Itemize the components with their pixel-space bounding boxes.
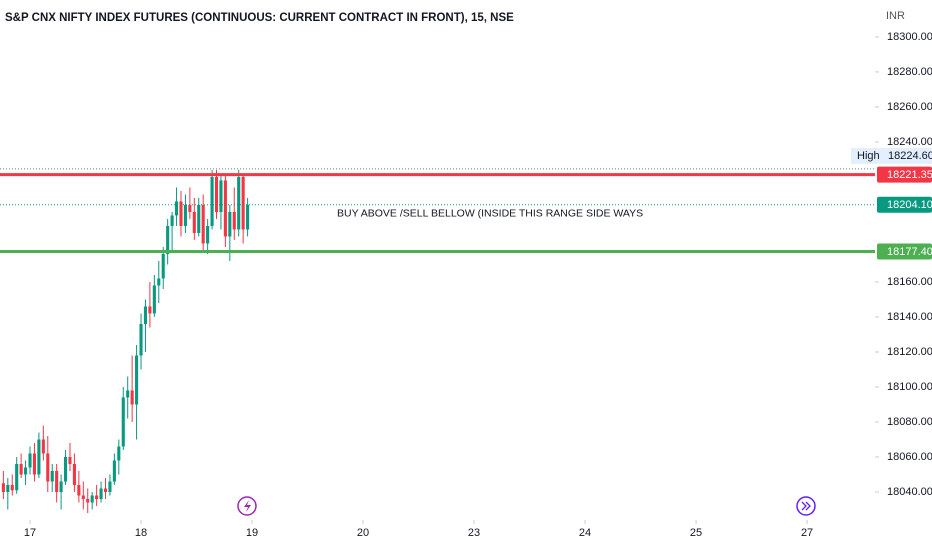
- candle-body: [232, 211, 236, 230]
- candle-body: [241, 176, 245, 230]
- candle-body: [15, 463, 19, 491]
- y-tick-label: 18140.00: [887, 311, 932, 323]
- candle-body: [170, 215, 174, 226]
- candle-body: [130, 390, 134, 405]
- price-label: 18204.10: [887, 199, 932, 211]
- candle-body: [152, 285, 156, 314]
- candle-body: [121, 397, 125, 447]
- price-label-box: [877, 166, 932, 183]
- candle-body: [143, 306, 148, 324]
- candle-body: [72, 463, 76, 485]
- y-tick-label: 18280.00: [887, 66, 932, 78]
- candle-body: [117, 446, 121, 461]
- event-icon[interactable]: [796, 496, 816, 516]
- x-tick-label: 23: [468, 527, 480, 539]
- chart-title: S&P CNX NIFTY INDEX FUTURES (CONTINUOUS:…: [5, 12, 514, 24]
- annotation: BUY ABOVE /SELL BELLOW (INSIDE THIS RANG…: [337, 208, 643, 220]
- candle-body: [228, 211, 232, 237]
- y-tick-label: 18040.00: [887, 486, 932, 498]
- candle-body: [192, 211, 196, 233]
- candle-body: [246, 204, 250, 230]
- candle-body: [108, 481, 112, 492]
- candle-body: [55, 470, 59, 492]
- candle-body: [99, 488, 103, 499]
- candle-body: [41, 439, 45, 454]
- y-tick-label: 18240.00: [887, 136, 932, 148]
- candle-body: [174, 201, 179, 216]
- price-label-box: [851, 147, 932, 164]
- y-tick-label: 18080.00: [887, 416, 932, 428]
- candle-body: [1, 483, 5, 492]
- candle-body: [161, 253, 165, 279]
- currency-label: INR: [886, 10, 905, 22]
- candle-body: [50, 470, 54, 482]
- candle-body: [77, 484, 81, 496]
- candle-body: [37, 439, 41, 475]
- x-tick-label: 19: [246, 527, 258, 539]
- candle-body: [90, 495, 94, 503]
- candle-body: [103, 488, 108, 492]
- candle-body: [197, 204, 201, 233]
- candle-body: [148, 306, 152, 314]
- candle-body: [183, 204, 187, 226]
- x-tick-label: 20: [357, 527, 369, 539]
- price-label: 18177.40: [887, 246, 932, 258]
- y-tick-label: 18300.00: [887, 31, 932, 43]
- candle-body: [32, 453, 37, 475]
- candle-body: [126, 390, 130, 398]
- candle-body: [188, 204, 192, 212]
- y-tick-label: 18260.00: [887, 101, 932, 113]
- candle-body: [95, 495, 99, 499]
- price-label-box: [877, 243, 932, 260]
- candle-body: [68, 456, 72, 464]
- candle-body: [179, 201, 183, 226]
- candle-body: [214, 176, 219, 212]
- candle-body: [223, 180, 227, 237]
- candle-body: [219, 180, 223, 212]
- candle-body: [166, 225, 170, 254]
- event-icon[interactable]: [237, 496, 257, 516]
- candle-body: [6, 484, 10, 492]
- x-tick-label: 18: [135, 527, 147, 539]
- candle-body: [63, 456, 68, 482]
- y-tick-label: 18120.00: [887, 346, 932, 358]
- candle-body: [210, 176, 214, 226]
- candle-body: [86, 498, 90, 503]
- y-tick-label: 18060.00: [887, 451, 932, 463]
- price-label-box: [877, 196, 932, 213]
- candle-body: [46, 453, 50, 482]
- candle-body: [237, 176, 241, 230]
- candle-body: [24, 467, 28, 475]
- price-label: 18221.35: [887, 169, 932, 181]
- price-label: 18224.60: [888, 150, 932, 162]
- candle-body: [59, 481, 63, 492]
- price-label-name: High: [857, 150, 880, 162]
- candle-body: [19, 463, 23, 475]
- candle-body: [81, 495, 85, 499]
- candle-body: [206, 225, 210, 244]
- x-tick-label: 17: [24, 527, 36, 539]
- y-tick-label: 18160.00: [887, 276, 932, 288]
- x-tick-label: 27: [801, 527, 813, 539]
- candle-body: [135, 355, 139, 405]
- candle-body: [139, 323, 143, 356]
- candle-body: [201, 204, 205, 244]
- x-tick-label: 25: [690, 527, 702, 539]
- x-tick-label: 24: [579, 527, 591, 539]
- candle-body: [28, 453, 32, 468]
- y-tick-label: 18100.00: [887, 381, 932, 393]
- candle-body: [157, 278, 161, 286]
- candle-body: [112, 460, 116, 482]
- candle-body: [10, 484, 14, 491]
